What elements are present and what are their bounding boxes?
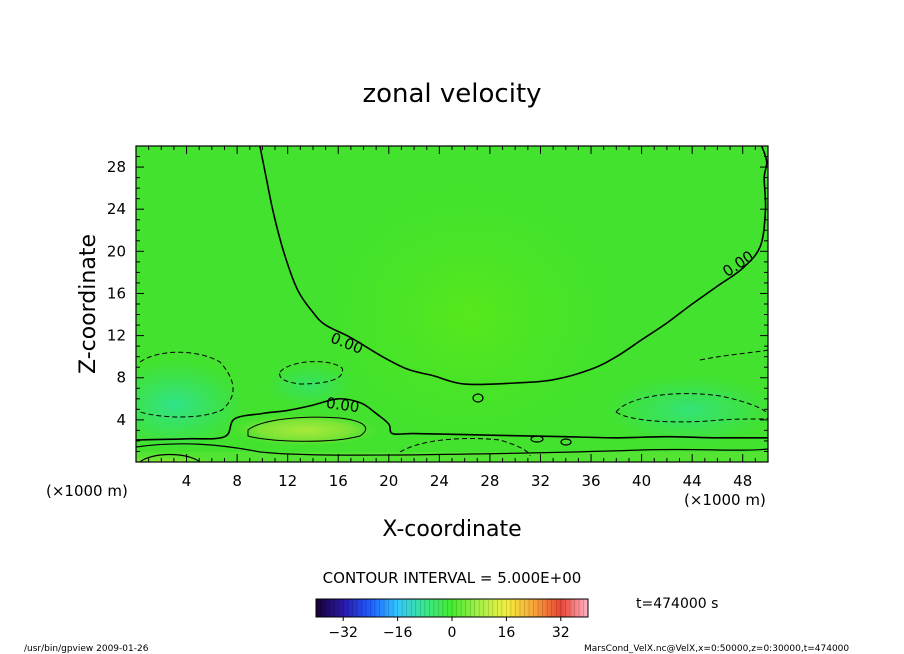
- contour-interval-text: CONTOUR INTERVAL = 5.000E+00: [323, 569, 582, 587]
- x-tick-label: 20: [379, 472, 398, 490]
- field-low-mid: [265, 363, 355, 407]
- field-surface-band: [136, 452, 768, 462]
- x-axis-label: X-coordinate: [382, 517, 521, 542]
- y-tick-label: 16: [107, 284, 126, 302]
- colorbar-gradient: [316, 599, 588, 617]
- x-tick-label: 36: [581, 472, 600, 490]
- contour-negative-upper-right: [699, 349, 768, 361]
- contour-negative-right: [615, 393, 768, 423]
- colorbar-ticks: −32 −16 0 16 32: [328, 617, 570, 641]
- y-tick-label: 4: [116, 411, 126, 429]
- time-label: t=474000 s: [636, 596, 718, 612]
- colorbar-tick-label: −32: [328, 625, 358, 641]
- y-tick-label: 24: [107, 200, 126, 218]
- contour-small-cell-2: [530, 435, 544, 443]
- field-upper-max: [300, 165, 640, 462]
- colorbar-stripes: [320, 599, 584, 617]
- y-tick-label: 20: [107, 242, 126, 260]
- contour-negative-left: [139, 351, 234, 418]
- footer-right: MarsCond_VelX.nc@VelX,x=0:50000,z=0:3000…: [584, 644, 849, 654]
- x-tick-label: 28: [480, 472, 499, 490]
- x-axis: 4 8 12 16 20 24 28 32 36 40 44 48: [148, 146, 756, 490]
- x-tick-label: 4: [182, 472, 192, 490]
- chart-title: zonal velocity: [362, 79, 541, 109]
- contour-lines: [136, 146, 768, 462]
- zero-contour-upper: [259, 146, 768, 386]
- footer-left: /usr/bin/gpview 2009-01-26: [24, 644, 149, 654]
- y-tick-label: 8: [116, 369, 126, 387]
- x-tick-label: 8: [232, 472, 242, 490]
- contour-small-cell: [472, 393, 484, 403]
- x-tick-label: 12: [278, 472, 297, 490]
- colorbar-tick-label: −16: [383, 625, 413, 641]
- contour-negative-mid: [279, 361, 344, 385]
- contour-small-cell-3: [560, 438, 572, 446]
- zero-contour-lower: [136, 397, 768, 441]
- x-tick-label: 48: [733, 472, 752, 490]
- x-tick-label: 32: [531, 472, 550, 490]
- y-tick-label: 28: [107, 158, 126, 176]
- colorbar-tick-label: 16: [497, 625, 515, 641]
- y-axis: 4 8 12 16 20 24 28: [107, 156, 768, 452]
- x-unit-right: (×1000 m): [684, 491, 766, 509]
- x-tick-label: 16: [329, 472, 348, 490]
- colorbar: −32 −16 0 16 32: [315, 598, 589, 641]
- x-unit-left: (×1000 m): [46, 482, 128, 500]
- colorbar-tick-label: 0: [448, 625, 457, 641]
- x-tick-label: 44: [683, 472, 702, 490]
- contour-surface-1: [136, 443, 768, 456]
- x-tick-label: 24: [430, 472, 449, 490]
- field-low-left: [136, 360, 245, 450]
- field-low-right: [605, 375, 768, 445]
- contour-jet-inner: [247, 416, 367, 442]
- y-axis-label: Z-coordinate: [76, 234, 101, 374]
- y-tick-label: 12: [107, 327, 126, 345]
- colorbar-tick-label: 32: [552, 625, 570, 641]
- contour-label-lower: 0.00: [325, 394, 361, 416]
- contour-negative-bottom: [399, 438, 531, 457]
- plot-area: 0.00 0.00 0.00: [136, 146, 768, 462]
- contour-surface-2: [139, 453, 201, 462]
- x-tick-label: 40: [632, 472, 651, 490]
